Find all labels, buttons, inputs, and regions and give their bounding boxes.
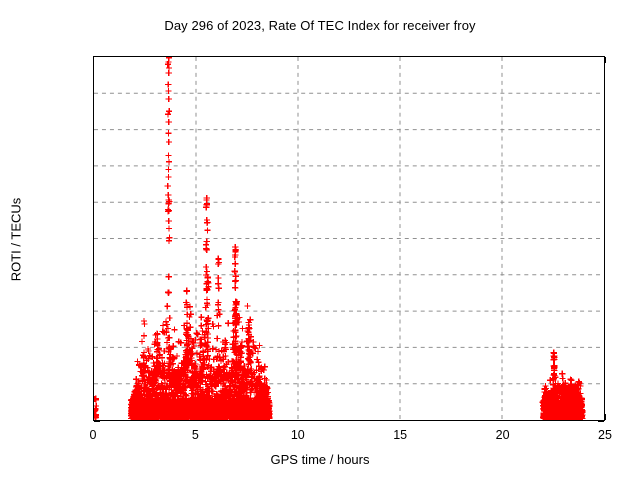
x-tick-label: 0 <box>89 428 97 442</box>
tick-mark <box>605 414 607 420</box>
data-series-points <box>94 57 586 420</box>
plot-area <box>93 56 605 421</box>
tick-mark <box>598 421 604 423</box>
x-tick-label: 10 <box>290 428 305 442</box>
x-axis-label: GPS time / hours <box>270 452 370 467</box>
tick-mark <box>605 57 607 63</box>
x-tick-label: 20 <box>495 428 510 442</box>
x-tick-label: 5 <box>191 428 199 442</box>
grid-lines <box>94 57 604 420</box>
y-axis-label: ROTI / TECUs <box>8 197 24 282</box>
x-tick-label: 25 <box>598 428 612 442</box>
page-title: Day 296 of 2023, Rate Of TEC Index for r… <box>164 18 476 33</box>
tick-mark <box>94 421 100 423</box>
x-tick-label: 15 <box>393 428 408 442</box>
